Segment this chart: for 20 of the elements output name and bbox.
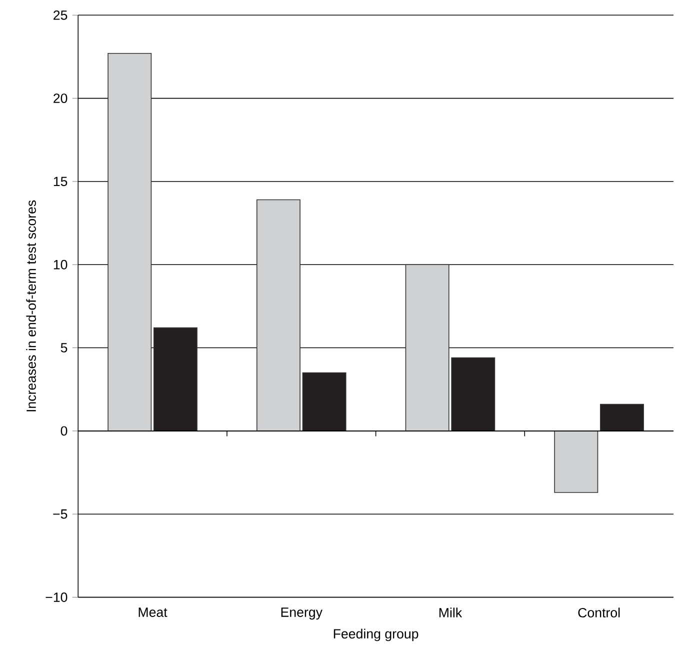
y-tick-label: 15 (54, 176, 68, 186)
y-axis-title: Increases in end-of-term test scores (26, 200, 36, 412)
bar (256, 199, 300, 432)
y-tick-label: 0 (60, 426, 68, 436)
bar (302, 372, 346, 432)
bar (108, 52, 152, 432)
x-tick-label: Control (578, 608, 620, 618)
y-tick-label: 10 (54, 260, 68, 270)
bar (153, 327, 198, 432)
y-tick-label: −5 (53, 509, 68, 519)
y-tick-label: 20 (54, 93, 68, 103)
bar (600, 404, 644, 432)
x-tick-label: Meat (138, 607, 168, 617)
bar (554, 430, 598, 493)
x-tick-label: Energy (281, 607, 322, 620)
y-tick-label: −10 (46, 592, 68, 602)
y-tick-label: 25 (54, 10, 68, 20)
y-tick-label: 5 (60, 342, 68, 352)
x-tick-label: Milk (439, 608, 462, 618)
x-axis-title: Feeding group (334, 628, 418, 642)
